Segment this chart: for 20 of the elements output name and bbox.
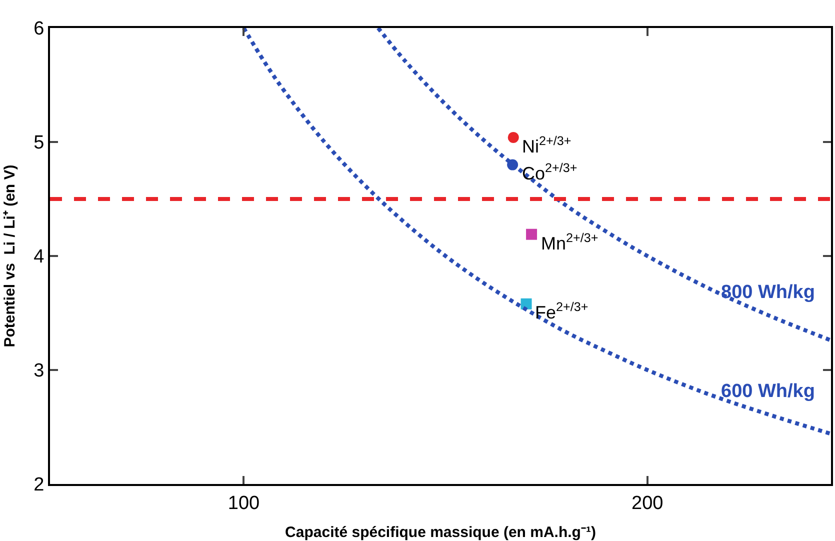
point <box>508 132 519 143</box>
x-axis-title: Capacité spécifique massique (en mA.h.g⁻¹) <box>285 524 596 541</box>
x-tick-label: 200 <box>632 492 664 514</box>
series-label: Ni$^{2+/3+}$ <box>522 134 572 157</box>
y-tick-label: 3 <box>34 360 44 382</box>
y-axis-title: Potentiel vs Li / Li⁺ (en V) <box>1 164 18 348</box>
line-series <box>242 28 831 436</box>
series-label: Co$^{2+/3+}$ <box>522 161 578 184</box>
y-tick-label: 2 <box>34 474 44 496</box>
series-label: Fe$^{2+/3+}$ <box>535 300 588 323</box>
point <box>526 228 538 240</box>
series-label: Mn$^{2+/3+}$ <box>541 231 598 254</box>
x-tick-label: 100 <box>228 492 260 514</box>
y-tick-label: 4 <box>34 246 45 268</box>
y-tick-label: 5 <box>34 132 44 154</box>
point <box>520 298 532 310</box>
line-series <box>376 28 831 342</box>
y-tick-label: 6 <box>34 18 44 40</box>
series-label: 800 Wh/kg <box>721 282 815 303</box>
series-label: 600 Wh/kg <box>721 381 815 402</box>
